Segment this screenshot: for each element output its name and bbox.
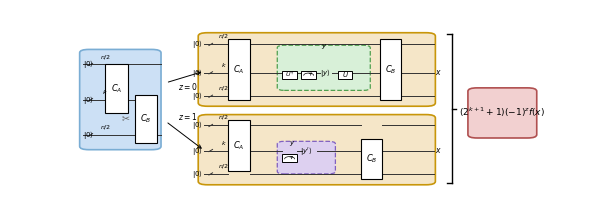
Text: $n/2$: $n/2$ <box>218 32 229 40</box>
Text: $|0\rangle$: $|0\rangle$ <box>192 90 203 102</box>
FancyBboxPatch shape <box>198 33 436 106</box>
Text: $k$: $k$ <box>221 138 227 146</box>
FancyBboxPatch shape <box>338 71 352 79</box>
Text: $x$: $x$ <box>436 68 442 77</box>
Text: $U^\dagger$: $U^\dagger$ <box>284 70 295 79</box>
FancyBboxPatch shape <box>229 120 250 171</box>
Text: $C_B$: $C_B$ <box>366 153 377 165</box>
Text: $k$: $k$ <box>103 88 108 96</box>
FancyBboxPatch shape <box>277 141 335 174</box>
Text: $C_B$: $C_B$ <box>140 113 151 125</box>
Text: $|y'\rangle$: $|y'\rangle$ <box>300 145 313 156</box>
Text: $y$: $y$ <box>289 138 296 148</box>
FancyBboxPatch shape <box>282 71 297 79</box>
FancyBboxPatch shape <box>80 49 161 150</box>
FancyBboxPatch shape <box>134 95 157 143</box>
Text: $z=0$: $z=0$ <box>178 81 198 92</box>
Text: $C_A$: $C_A$ <box>233 63 245 76</box>
FancyBboxPatch shape <box>198 115 436 185</box>
FancyBboxPatch shape <box>282 154 297 162</box>
FancyBboxPatch shape <box>229 39 250 100</box>
Text: $x$: $x$ <box>436 146 442 155</box>
FancyBboxPatch shape <box>301 71 316 79</box>
Text: $n/2$: $n/2$ <box>218 84 229 92</box>
Text: $n/2$: $n/2$ <box>218 162 229 170</box>
FancyBboxPatch shape <box>361 139 382 179</box>
Text: $|0\rangle$: $|0\rangle$ <box>83 129 94 141</box>
Text: $|y\rangle$: $|y\rangle$ <box>320 67 331 79</box>
Text: $y$: $y$ <box>320 43 327 51</box>
Text: $|0\rangle$: $|0\rangle$ <box>192 168 203 180</box>
Text: $|0\rangle$: $|0\rangle$ <box>83 58 94 71</box>
Text: $|0\rangle$: $|0\rangle$ <box>192 145 203 156</box>
Text: $|0\rangle$: $|0\rangle$ <box>192 120 203 132</box>
Text: $n/2$: $n/2$ <box>218 113 229 122</box>
Text: $|0\rangle$: $|0\rangle$ <box>192 67 203 79</box>
Text: $z=1$: $z=1$ <box>178 111 197 122</box>
FancyBboxPatch shape <box>468 88 537 138</box>
FancyBboxPatch shape <box>380 39 401 100</box>
Text: $(2^{k+1}+1)(-1)^z f(x)$: $(2^{k+1}+1)(-1)^z f(x)$ <box>460 105 545 119</box>
Text: $C_A$: $C_A$ <box>233 139 245 152</box>
Text: $n/2$: $n/2$ <box>100 53 111 61</box>
Text: $n/2$: $n/2$ <box>100 123 111 131</box>
FancyBboxPatch shape <box>277 45 370 90</box>
Text: $|0\rangle$: $|0\rangle$ <box>192 38 203 50</box>
Text: $C_B$: $C_B$ <box>385 63 396 76</box>
Text: $k$: $k$ <box>221 61 227 69</box>
Text: $C_A$: $C_A$ <box>110 82 122 95</box>
FancyBboxPatch shape <box>105 64 128 113</box>
Text: ✂: ✂ <box>121 114 129 124</box>
Text: $|0\rangle$: $|0\rangle$ <box>83 94 94 105</box>
Text: $U$: $U$ <box>341 70 349 79</box>
